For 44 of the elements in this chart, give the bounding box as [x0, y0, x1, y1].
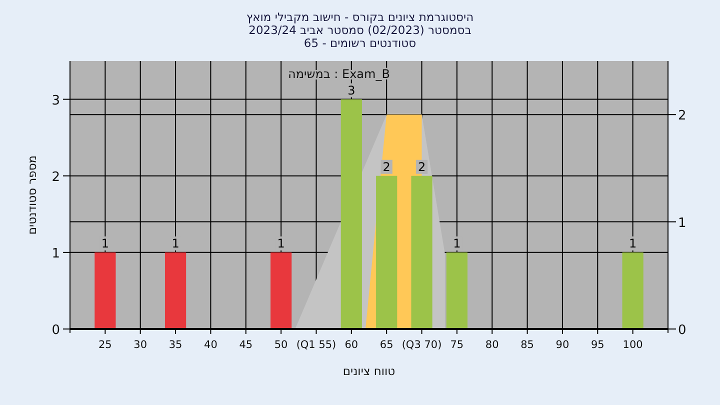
bar [340, 99, 362, 329]
bar [164, 252, 186, 329]
x-axis-title: טווח ציונים [342, 364, 396, 378]
bar [446, 252, 468, 329]
y-tick-label: 0 [52, 323, 60, 338]
x-tick-label: (Q1 55) [296, 339, 336, 351]
bar [411, 176, 432, 329]
y-tick-label: 3 [52, 93, 60, 108]
data-label: 2 [418, 160, 426, 174]
x-tick-label: 90 [556, 339, 570, 351]
x-tick-label: 60 [344, 339, 358, 351]
x-tick-label: 65 [380, 339, 394, 351]
y-tick-label: 1 [52, 246, 60, 262]
data-label: 1 [101, 236, 109, 250]
bar [94, 252, 116, 329]
x-tick-label: 40 [204, 339, 218, 351]
x-tick-label: (Q3 70) [402, 339, 442, 351]
data-label: 1 [629, 236, 637, 250]
x-tick-label: 100 [622, 339, 643, 351]
data-label: 2 [382, 160, 390, 174]
bar [270, 252, 292, 329]
x-tick-label: 30 [134, 339, 148, 351]
chart-subtitle: בסמסטר (02/2023) סמסטר אביב 2023/24 [248, 23, 472, 37]
data-label: 1 [277, 236, 285, 250]
x-tick-label: 85 [520, 339, 534, 351]
x-tick-label: 95 [590, 339, 604, 351]
data-label: 1 [172, 236, 180, 250]
text: סטודנטים רשומים - 65 [304, 36, 416, 50]
x-tick-label: 45 [239, 339, 253, 351]
data-label: 3 [348, 83, 356, 98]
y-tick-label: 2 [52, 170, 60, 185]
bar [376, 176, 398, 329]
y2-tick-label: 1 [678, 216, 686, 231]
y-axis-title: מספר סטודנטים [25, 155, 39, 235]
x-tick-label: 25 [98, 339, 112, 351]
data-label: 1 [453, 236, 461, 250]
bar [622, 252, 644, 329]
x-tick-label: 75 [450, 339, 464, 351]
x-tick-label: 80 [485, 339, 499, 351]
chart-title: היסטוגרמת ציונים בקורס - חישוב מקבילי מואץ [246, 10, 474, 24]
x-tick-label: 35 [168, 339, 182, 351]
y2-tick-label: 0 [678, 323, 686, 338]
x-tick-label: 50 [274, 339, 288, 351]
y2-tick-label: 2 [678, 108, 686, 124]
